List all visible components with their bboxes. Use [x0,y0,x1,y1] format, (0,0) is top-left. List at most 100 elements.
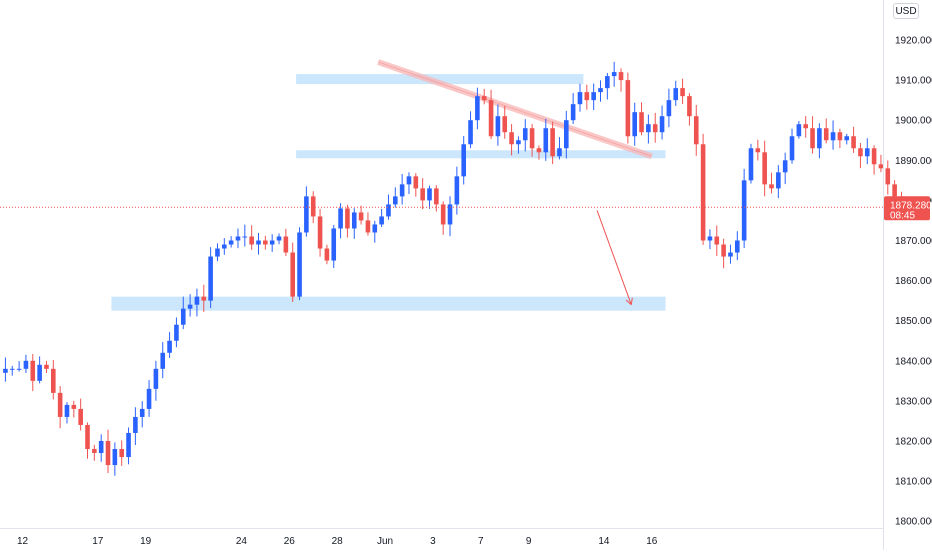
candle [564,110,569,159]
candle-body [399,184,405,197]
trendline [378,61,652,157]
candle [769,172,774,194]
candle-body [44,364,49,369]
candle-body [276,236,282,241]
candle [509,124,514,156]
y-tick-label: 1840.000 [895,356,932,367]
candle [304,186,309,237]
candle-body [263,240,268,245]
projection-arrow-head [630,297,633,305]
candle [707,229,713,250]
y-tick-label: 1820.000 [895,437,932,448]
candle [529,124,535,157]
candle [276,233,282,245]
candle [215,243,220,262]
candle-body [235,236,241,241]
y-tick-label: 1900.000 [895,116,932,127]
candle [796,120,802,139]
candle-body [440,204,446,225]
candle-body [557,148,562,157]
candle-body [23,360,29,369]
candle [92,444,97,461]
candle-body [728,252,733,257]
price-axis[interactable]: 1920.0001910.0001900.0001890.0001880.000… [895,36,932,528]
candle [208,247,213,309]
candle [502,105,508,139]
candle-body [892,184,897,197]
candle-body [796,124,802,137]
candle [242,224,248,247]
candle [858,142,863,169]
projection-arrow-head [625,299,632,306]
time-axis[interactable]: 12 17 19 24 26 28 Jun 3 7 9 14 16 [17,536,658,547]
candle-body [543,128,549,153]
candle [687,93,692,126]
candle [598,80,603,102]
candle [693,104,699,156]
candle-body [3,368,8,373]
candle [427,185,432,209]
candle-body [180,308,186,325]
candle [762,140,767,197]
candle [741,168,747,249]
candle-body [112,449,118,466]
candle-body [351,212,357,229]
candle [454,166,460,215]
candle [112,442,118,476]
candle-body [30,360,36,381]
candle [406,172,412,195]
candle-body [9,368,15,370]
y-tick-label: 1800.000 [895,517,932,528]
candle [782,152,788,185]
candle-body [844,136,850,141]
candle [666,88,672,128]
candle [78,398,83,431]
candle [331,224,337,269]
x-tick-label: 3 [430,536,436,547]
candle [844,133,850,145]
candle-body [851,136,856,149]
currency-button[interactable]: USD [893,3,919,19]
candle [700,133,706,245]
candle [570,93,576,124]
candle [269,234,275,252]
candle-body [707,236,713,241]
candle-body [85,424,90,450]
candle-body [297,232,302,297]
candle [605,72,610,100]
x-tick-label: 16 [646,536,658,547]
candle-body [249,236,254,245]
candle-body [406,176,412,185]
candle-body [810,128,815,149]
candle [372,220,378,243]
candle-body [393,196,398,205]
candle-body [222,244,227,249]
candle [338,203,343,239]
candle [310,191,316,224]
candle [413,173,419,197]
candle-body [160,352,166,369]
candle [748,143,754,184]
candle-body [105,441,111,466]
candle-body [51,368,56,393]
candle-body [509,132,514,145]
candle [393,187,398,208]
price-tag-value: 1878.280 [890,200,932,211]
candle-body [468,120,473,145]
candle-body [372,224,378,233]
candle-body [516,140,521,145]
candle [728,244,733,264]
candle [399,174,405,205]
candle-body [536,148,542,153]
candle-body [208,256,213,301]
candle [283,228,289,257]
candle-body [659,116,665,133]
candle-body [830,132,836,141]
candle [146,380,152,417]
candle [810,116,815,154]
candle-body [673,88,679,101]
x-tick-label: 24 [236,536,248,547]
candle-body [714,236,720,245]
